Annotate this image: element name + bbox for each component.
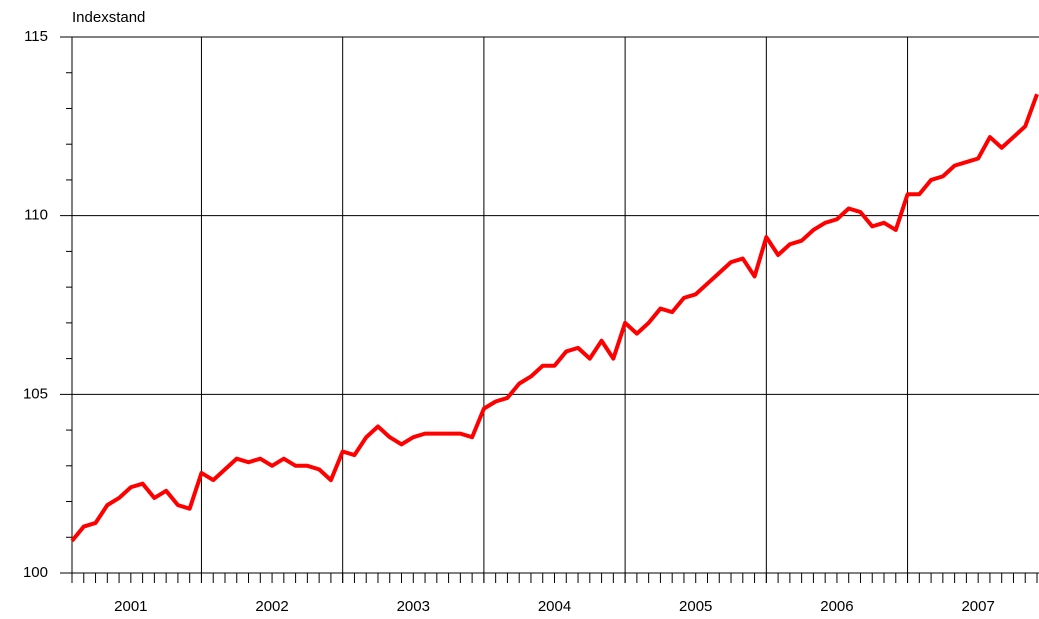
y-tick-label: 105: [23, 385, 48, 402]
x-tick-label: 2004: [538, 598, 571, 615]
data-line: [70, 93, 1039, 543]
x-tick-label: 2007: [961, 598, 994, 615]
y-tick-label: 110: [24, 207, 48, 224]
x-tick-label: 2003: [397, 598, 430, 615]
y-tick-label: 115: [24, 28, 48, 45]
y-tick-label: 100: [23, 564, 48, 581]
x-tick-label: 2005: [679, 598, 712, 615]
x-tick-label: 2006: [820, 598, 853, 615]
y-axis-title: Indexstand: [72, 9, 145, 26]
x-tick-label: 2001: [114, 598, 147, 615]
x-tick-label: 2002: [255, 598, 288, 615]
